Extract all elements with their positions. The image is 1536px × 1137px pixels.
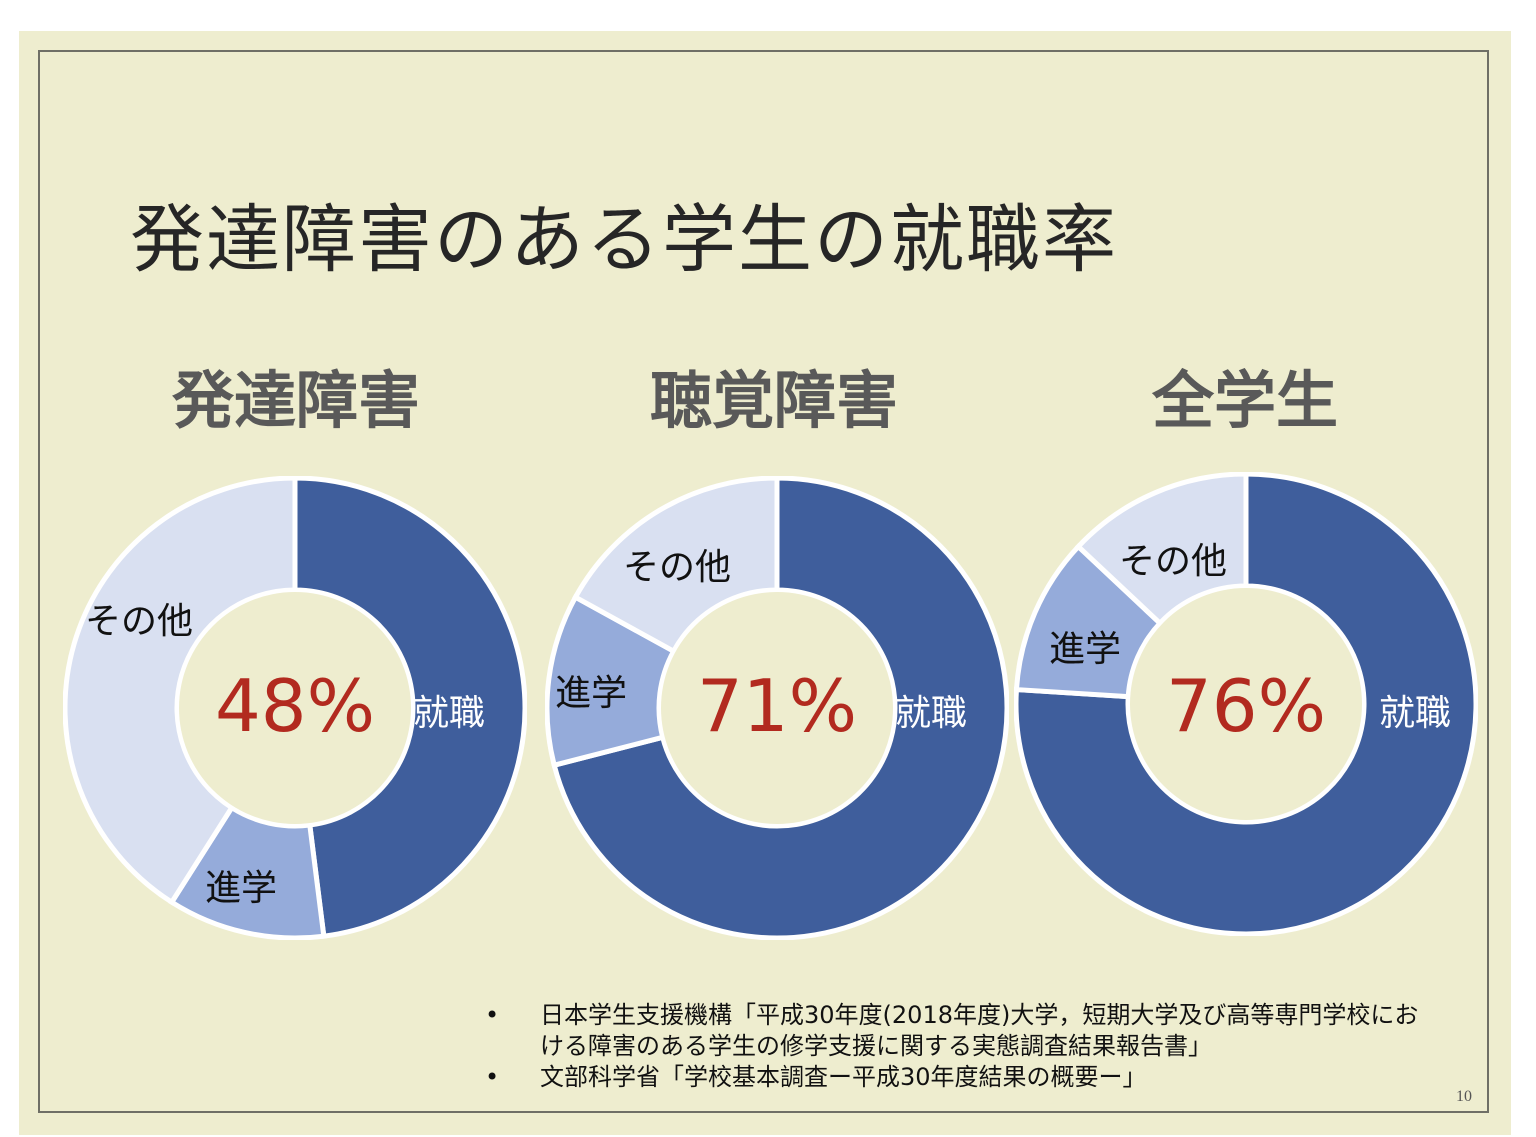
reference-text: 文部科学省「学校基本調査ー平成30年度結果の概要ー」 [540,1063,1147,1091]
label-other: その他 [623,547,732,588]
chart-subtitle-all-students: 全学生 [1152,364,1339,437]
donut-chart-all-students: 76% 就職 進学 その他 [1014,472,1478,936]
references-list: • 日本学生支援機構「平成30年度(2018年度)大学，短期大学及び高等専門学校… [485,1000,1440,1093]
label-employment: 就職 [1379,693,1452,734]
bullet: • [485,1001,500,1029]
page-number: 10 [1456,1088,1472,1105]
label-further-study: 進学 [555,673,628,714]
donut-segment-その他 [1074,472,1249,627]
donut-segment-その他 [63,476,298,906]
donut-segment-就職 [551,476,1009,940]
donut-chart-hearing: 71% 就職 進学 その他 [545,476,1009,940]
donut-svg [63,476,527,940]
center-percentage: 71% [696,664,858,748]
reference-item: • 日本学生支援機構「平成30年度(2018年度)大学，短期大学及び高等専門学校… [485,1000,1440,1062]
label-further-study: 進学 [205,868,278,909]
reference-item: • 文部科学省「学校基本調査ー平成30年度結果の概要ー」 [485,1062,1440,1093]
chart-subtitle-hearing: 聴覚障害 [650,364,899,437]
slide-frame [38,50,1489,1113]
label-further-study: 進学 [1049,629,1122,670]
reference-text: 日本学生支援機構「平成30年度(2018年度)大学，短期大学及び高等専門学校にお… [540,1001,1419,1060]
label-other: その他 [1119,541,1228,582]
donut-svg [545,476,1009,940]
chart-subtitle-developmental: 発達障害 [172,364,421,437]
center-percentage: 48% [214,664,376,748]
donut-segment-その他 [572,476,780,655]
donut-chart-developmental: 48% 就職 進学 その他 [63,476,527,940]
bullet: • [485,1063,500,1091]
center-percentage: 76% [1165,664,1327,748]
label-employment: 就職 [413,693,486,734]
donut-segment-就職 [1014,472,1478,936]
donut-segment-就職 [292,476,527,939]
label-employment: 就職 [895,693,968,734]
slide-title: 発達障害のある学生の就職率 [130,197,1118,283]
donut-svg [1014,472,1478,936]
label-other: その他 [85,601,194,642]
